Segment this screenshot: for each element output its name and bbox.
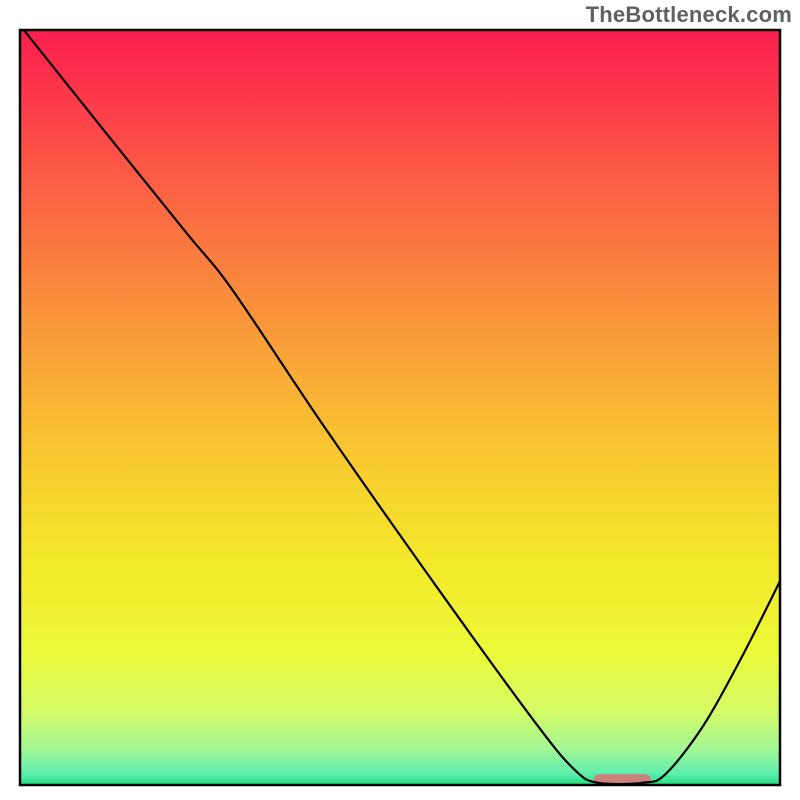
chart-canvas: TheBottleneck.com xyxy=(0,0,800,800)
watermark-label: TheBottleneck.com xyxy=(586,2,792,28)
chart-background xyxy=(20,30,780,785)
bottleneck-chart-svg xyxy=(0,0,800,800)
